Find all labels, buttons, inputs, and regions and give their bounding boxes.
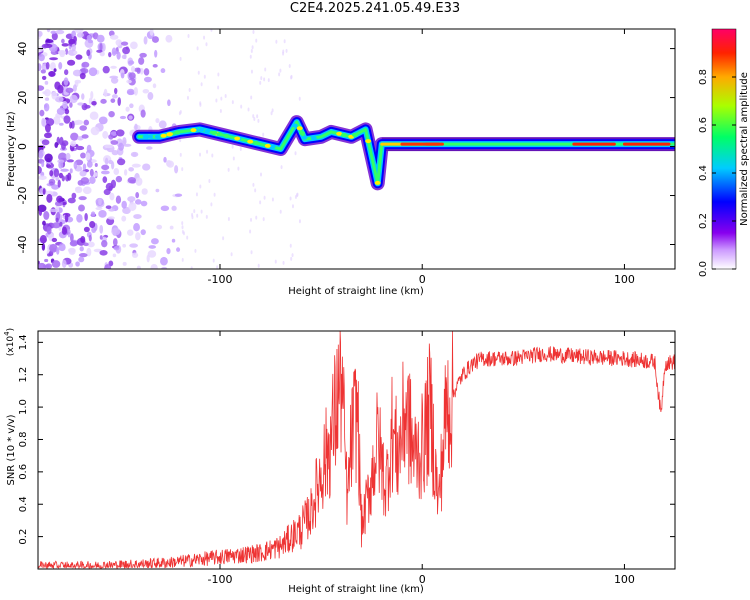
snr-y-tick: 1.4 <box>18 334 675 350</box>
colorbar-tick-label: 0.2 <box>698 213 709 229</box>
colorbar-tick-label: 0.4 <box>698 165 709 181</box>
snr-y-tick: 1.2 <box>18 367 675 383</box>
snr-frame <box>37 330 676 570</box>
snr-x-tick: 0 <box>419 331 426 586</box>
spectrogram-y-tick: 40 <box>16 42 675 56</box>
spectrogram-y-tick: -20 <box>16 187 675 205</box>
figure-title: C2E4.2025.241.05.49.E33 <box>289 1 461 16</box>
colorbar-tick-label: 0.6 <box>698 117 709 133</box>
spectrogram-x-ticks: -100 0 100 <box>208 29 635 286</box>
snr-x-tick-label: 0 <box>419 573 426 586</box>
spectrogram-x-tick: -100 <box>208 29 233 286</box>
colorbar-tick: 0.6 <box>698 117 736 133</box>
spectrogram-y-axis-label: Frequency (Hz) <box>6 111 17 187</box>
spectrogram-y-tick: 0 <box>16 143 675 150</box>
spectrogram-y-tick: -40 <box>16 236 675 254</box>
spectrogram-y-tick-label: -40 <box>16 236 29 254</box>
snr-y-tick-label: 0.4 <box>18 496 29 512</box>
spectrogram-x-tick-label: -100 <box>208 273 233 286</box>
spectrogram-x-tick: 100 <box>614 29 635 286</box>
spectrogram-panel: -100 0 100 -40 -20 0 20 40 Height of straight … <box>6 28 676 297</box>
spectrogram-noise-field <box>38 29 301 269</box>
colorbar-tick: 0.2 <box>698 213 736 229</box>
spectrogram-signal-trace <box>132 115 675 191</box>
colorbar-label: Normalized spectral amplitude <box>739 72 750 226</box>
snr-y-tick-label: 0.6 <box>18 464 29 480</box>
snr-y-tick: 0.4 <box>18 496 675 512</box>
colorbar-tick-label: 0.8 <box>698 69 709 85</box>
colorbar-ticks: 0.0 0.2 0.4 0.6 0.8 <box>698 69 736 277</box>
snr-series-line <box>38 331 675 569</box>
snr-y-tick-label: 0.2 <box>18 529 29 545</box>
snr-y-tick: 0.6 <box>18 464 675 480</box>
spectrogram-y-tick-label: 0 <box>16 143 29 150</box>
colorbar: 0.0 0.2 0.4 0.6 0.8 Normalized spectral ampl… <box>698 28 750 277</box>
colorbar-gradient <box>711 28 737 270</box>
snr-y-tick: 1.0 <box>18 399 675 415</box>
snr-y-tick: 0.2 <box>18 529 675 545</box>
spectrogram-y-tick: 20 <box>16 91 675 105</box>
snr-x-axis-label: Height of straight line (km) <box>288 584 424 595</box>
colorbar-tick: 0.8 <box>698 69 736 85</box>
colorbar-tick: 0.0 <box>698 261 736 277</box>
snr-y-tick-label: 1.0 <box>18 399 29 415</box>
spectrogram-x-axis-label: Height of straight line (km) <box>288 286 424 297</box>
spectrogram-y-ticks: -40 -20 0 20 40 <box>16 42 675 254</box>
snr-y-tick-label: 1.4 <box>18 334 29 350</box>
spectrogram-y-tick-label: 40 <box>16 42 29 56</box>
snr-y-tick-label: 0.8 <box>18 432 29 448</box>
snr-x-ticks: -100 0 100 <box>208 331 635 586</box>
snr-y-tick-label: 1.2 <box>18 367 29 383</box>
spectrogram-y-tick-label: -20 <box>16 187 29 205</box>
snr-y-scale-note: (x104) <box>3 328 16 356</box>
colorbar-tick-label: 0.0 <box>698 261 709 277</box>
snr-x-tick-label: -100 <box>208 573 233 586</box>
snr-y-axis-label: SNR (10 * v/v) <box>6 414 17 485</box>
spectrogram-x-tick-label: 100 <box>614 273 635 286</box>
spectrogram-x-tick-label: 0 <box>419 273 426 286</box>
snr-x-tick: -100 <box>208 331 233 586</box>
spectrogram-frame <box>37 28 676 270</box>
snr-panel: -100 0 100 0.2 0.4 0.6 0.8 1.0 1.2 1.4 Height of… <box>3 328 676 595</box>
colorbar-tick: 0.4 <box>698 165 736 181</box>
spectrogram-y-tick-label: 20 <box>16 91 29 105</box>
snr-x-tick: 100 <box>614 331 635 586</box>
snr-y-ticks: 0.2 0.4 0.6 0.8 1.0 1.2 1.4 <box>18 334 675 545</box>
snr-y-tick: 0.8 <box>18 432 675 448</box>
spectrogram-x-tick: 0 <box>419 29 426 286</box>
snr-x-tick-label: 100 <box>614 573 635 586</box>
